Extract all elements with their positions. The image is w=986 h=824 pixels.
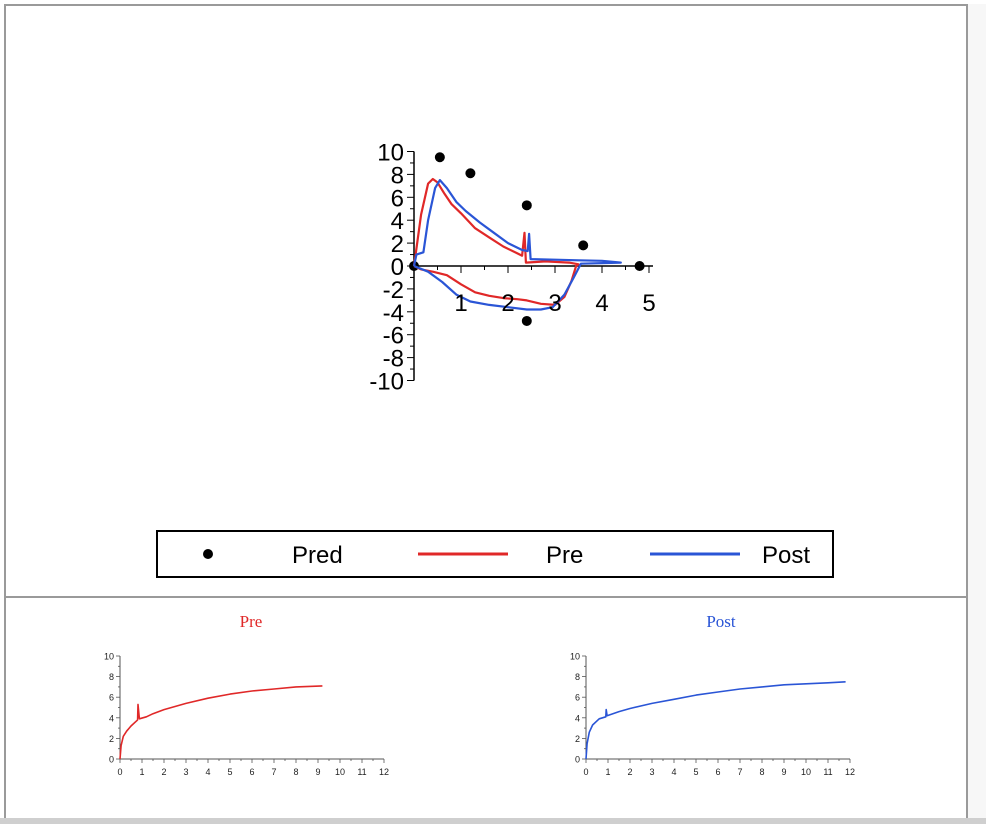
x-tick-label: 1 [139, 767, 144, 777]
chart-legend: Pred Pre Post [156, 530, 834, 578]
x-tick-label: 3 [183, 767, 188, 777]
panel-divider [4, 596, 968, 598]
y-tick-label: 8 [391, 162, 404, 189]
x-tick-label: 3 [548, 290, 561, 317]
y-tick-label: 6 [391, 185, 404, 212]
pre-chart-title: Pre [240, 612, 263, 631]
x-tick-label: 2 [501, 290, 514, 317]
y-tick-label: 2 [391, 231, 404, 258]
legend-marker-pred [203, 549, 213, 559]
volume-time-curve [585, 681, 846, 760]
x-tick-label: 11 [823, 767, 832, 777]
pred-point [521, 315, 532, 326]
x-tick-label: 12 [379, 767, 389, 777]
x-tick-label: 10 [801, 767, 811, 777]
y-tick-label: 8 [575, 672, 580, 682]
page-bottom-edge [0, 818, 986, 824]
y-tick-label: 0 [575, 755, 580, 765]
x-tick-label: 5 [227, 767, 232, 777]
x-tick-label: 4 [205, 767, 210, 777]
x-tick-label: 1 [605, 767, 610, 777]
y-tick-label: 8 [109, 672, 114, 682]
y-tick-label: -2 [383, 277, 404, 304]
x-tick-label: 8 [293, 767, 298, 777]
pred-point [434, 152, 445, 163]
x-tick-label: 2 [161, 767, 166, 777]
x-tick-label: 7 [737, 767, 742, 777]
x-tick-label: 5 [642, 290, 655, 317]
y-tick-label: 0 [109, 755, 114, 765]
x-tick-label: 2 [627, 767, 632, 777]
x-tick-label: 5 [693, 767, 698, 777]
pred-point [521, 200, 532, 211]
x-tick-label: 4 [671, 767, 676, 777]
y-tick-label: -10 [369, 369, 404, 396]
chart-series [409, 152, 645, 326]
pred-point [634, 261, 645, 271]
x-tick-label: 0 [583, 767, 588, 777]
legend-label-post: Post [762, 542, 810, 569]
post-chart-series [585, 681, 846, 760]
y-tick-label: 0 [391, 254, 404, 281]
legend-label-pre: Pre [546, 542, 583, 569]
x-tick-label: 12 [845, 767, 855, 777]
legend-label-pred: Pred [292, 542, 343, 569]
pred-point [578, 240, 589, 251]
pred-point [465, 168, 476, 179]
y-tick-label: 10 [104, 652, 114, 662]
y-tick-label: 2 [109, 734, 114, 744]
volume-time-curve [119, 685, 323, 760]
y-tick-label: 2 [575, 734, 580, 744]
y-tick-label: 10 [377, 140, 404, 167]
x-tick-label: 11 [357, 767, 366, 777]
y-tick-label: 4 [575, 713, 580, 723]
y-tick-label: 4 [391, 208, 404, 235]
page-margin [966, 4, 986, 824]
y-tick-label: -4 [383, 300, 404, 327]
x-tick-label: 0 [117, 767, 122, 777]
post-curve [412, 179, 622, 311]
x-tick-label: 7 [271, 767, 276, 777]
x-tick-label: 1 [454, 290, 467, 317]
y-tick-label: 6 [575, 693, 580, 703]
post-chart-axes [582, 655, 851, 763]
y-tick-label: 4 [109, 713, 114, 723]
x-tick-label: 8 [759, 767, 764, 777]
x-tick-label: 3 [649, 767, 654, 777]
y-tick-label: -6 [383, 323, 404, 350]
x-tick-label: 4 [595, 290, 608, 317]
pre-chart-series [119, 685, 323, 760]
y-tick-label: 10 [570, 652, 580, 662]
y-tick-label: 6 [109, 693, 114, 703]
x-tick-label: 10 [335, 767, 345, 777]
pre-chart-axes [116, 655, 385, 763]
post-chart-title: Post [706, 612, 736, 631]
x-tick-label: 6 [249, 767, 254, 777]
x-tick-label: 9 [781, 767, 786, 777]
pre-curve [412, 177, 580, 306]
y-tick-label: -8 [383, 346, 404, 373]
x-tick-label: 9 [315, 767, 320, 777]
x-tick-label: 6 [715, 767, 720, 777]
